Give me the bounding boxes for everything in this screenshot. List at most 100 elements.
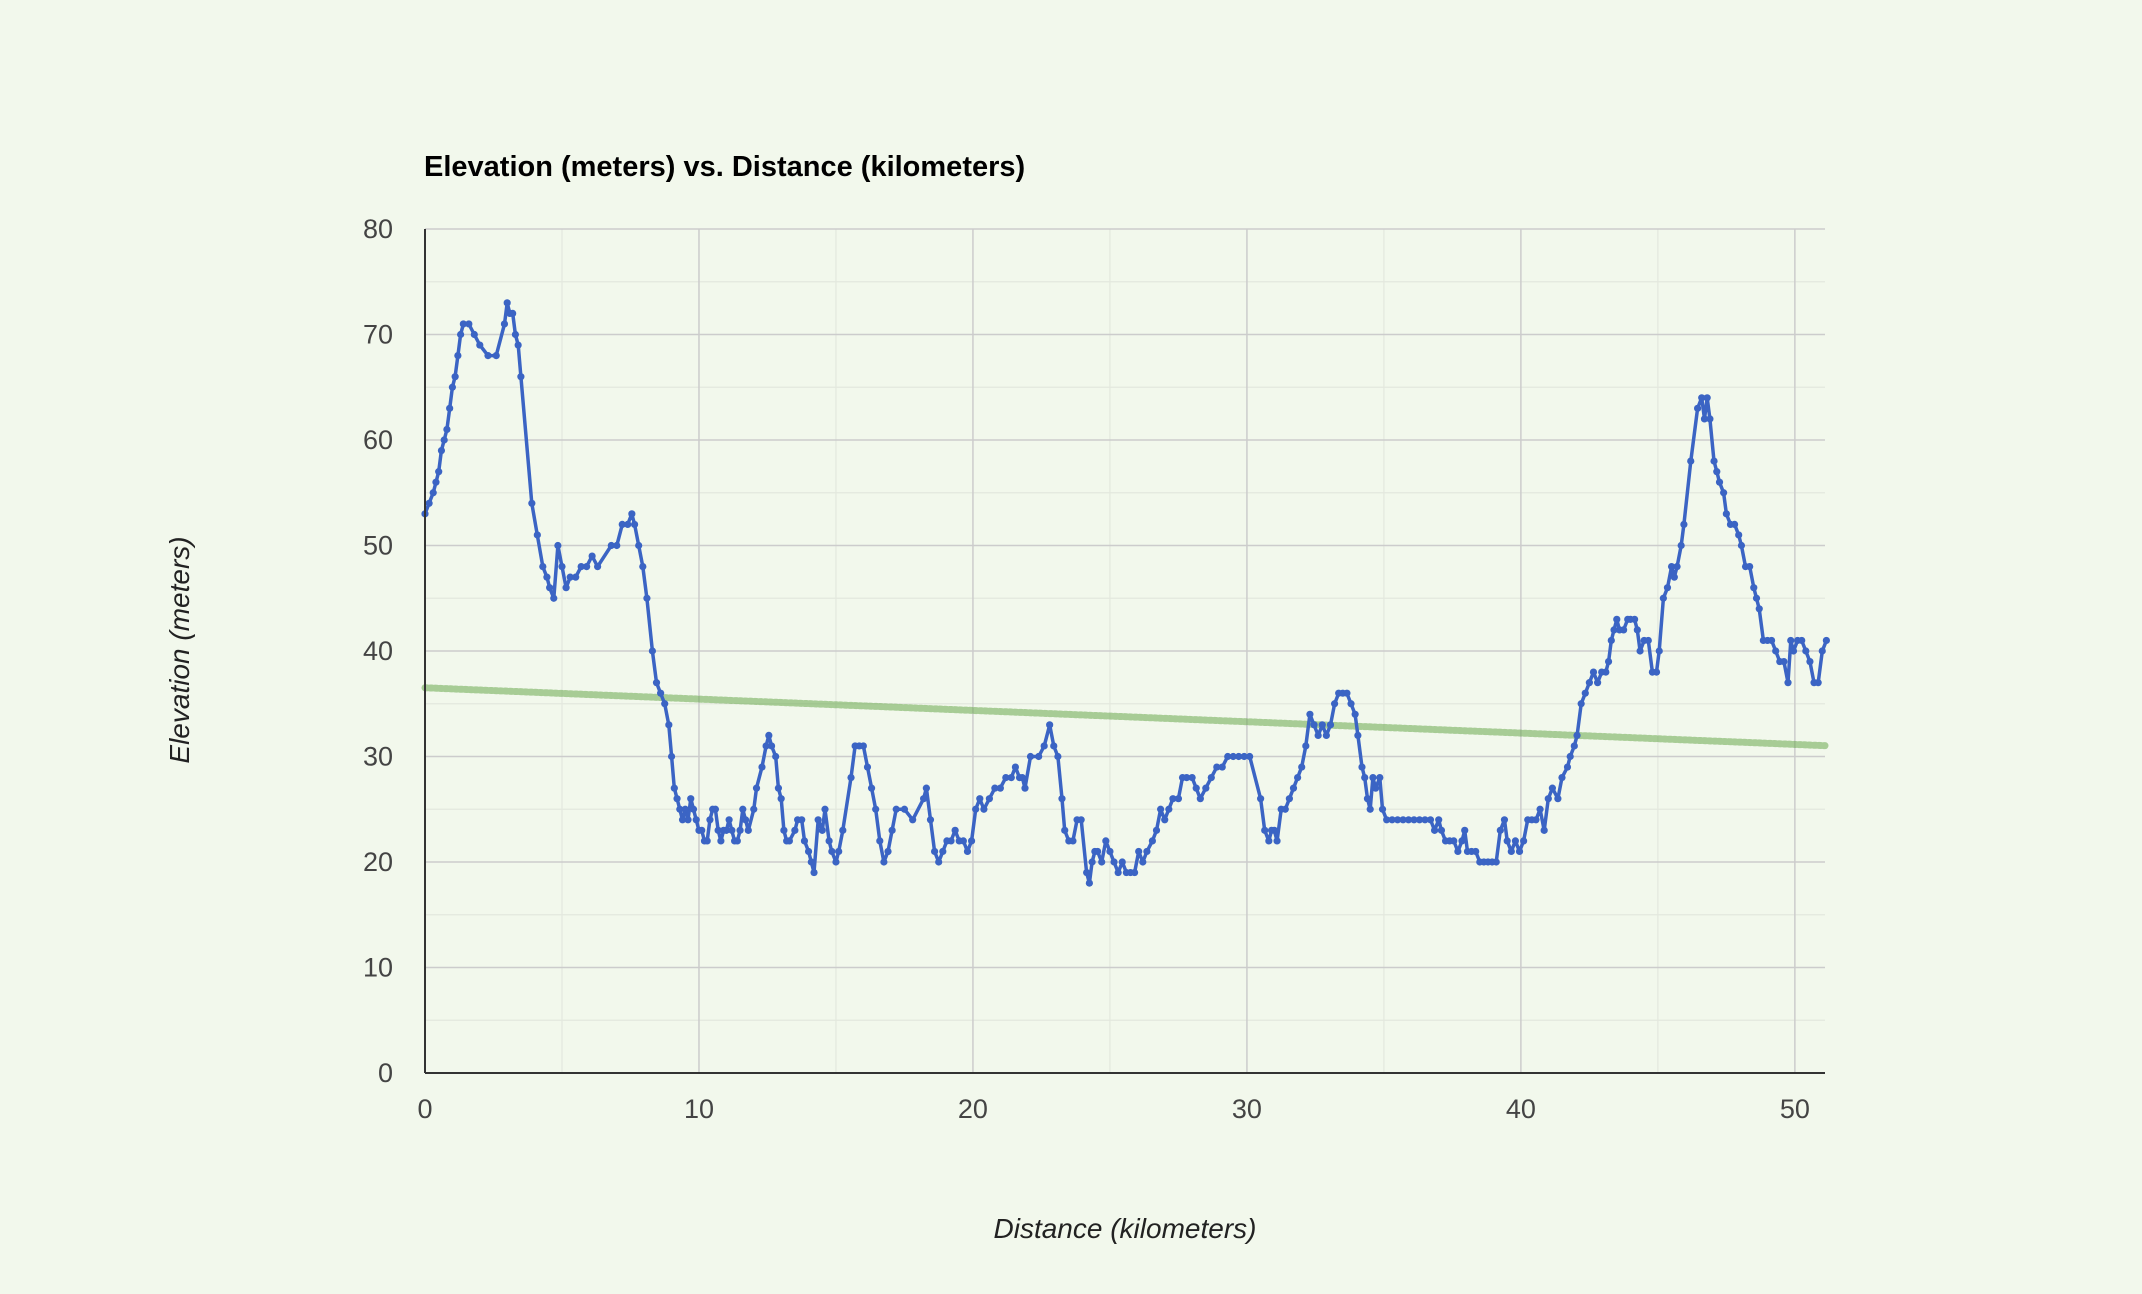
data-point: [1102, 837, 1110, 845]
data-point: [437, 446, 446, 455]
data-point: [1148, 837, 1156, 845]
data-point: [758, 763, 766, 771]
tick-labels: 0 10 20 30 40 50 60 70 80 0 10 20 30 40 50: [363, 214, 1810, 1124]
y-tick-label: 0: [378, 1058, 393, 1088]
data-point: [1450, 837, 1458, 845]
data-point: [1289, 784, 1298, 792]
chart-title: Elevation (meters) vs. Distance (kilomet…: [424, 151, 1025, 183]
data-point: [1343, 689, 1351, 697]
data-point: [1135, 847, 1143, 856]
data-point: [1644, 636, 1652, 645]
data-point: [744, 826, 752, 834]
data-point: [1607, 636, 1615, 645]
data-point: [500, 320, 509, 328]
data-point: [1694, 404, 1702, 412]
data-point: [725, 816, 733, 824]
data-point: [1532, 816, 1540, 824]
data-point: [991, 784, 999, 792]
data-point: [1404, 816, 1413, 824]
data-point: [835, 847, 843, 856]
data-point: [667, 752, 676, 761]
data-point: [703, 837, 711, 845]
data-point: [867, 784, 876, 792]
data-point: [684, 816, 692, 824]
data-point: [1818, 647, 1826, 655]
data-point: [1139, 858, 1147, 866]
data-point: [1554, 795, 1562, 803]
data-point: [1787, 636, 1795, 645]
data-point: [1077, 816, 1085, 824]
data-point: [681, 805, 689, 813]
data-point: [1294, 774, 1302, 782]
series-group: [421, 299, 1830, 887]
data-point: [618, 520, 626, 529]
data-point: [1713, 468, 1721, 476]
data-point: [643, 594, 651, 602]
x-axis-title: Distance (kilometers): [994, 1213, 1257, 1244]
data-point: [1659, 594, 1667, 602]
data-point: [1415, 816, 1424, 824]
data-point: [750, 805, 758, 813]
data-point: [692, 816, 700, 824]
data-point: [1358, 763, 1366, 771]
data-point: [457, 330, 465, 339]
data-point: [839, 826, 847, 834]
data-point: [1018, 774, 1026, 782]
y-tick-label: 50: [363, 531, 393, 561]
data-point: [832, 858, 840, 866]
data-point: [470, 330, 478, 339]
data-point: [454, 352, 462, 360]
data-point: [1040, 742, 1048, 750]
data-point: [1161, 816, 1169, 824]
data-point: [1633, 626, 1641, 634]
data-point: [777, 795, 785, 803]
data-point: [539, 563, 547, 571]
data-point: [1246, 752, 1254, 761]
data-point: [1570, 742, 1578, 750]
data-point: [1604, 657, 1613, 666]
data-point: [972, 805, 980, 813]
data-point: [1767, 636, 1776, 645]
data-point: [1369, 774, 1377, 782]
data-point: [1720, 489, 1728, 497]
data-point: [1354, 731, 1362, 740]
data-point: [1011, 763, 1020, 771]
data-point: [825, 837, 833, 845]
data-point: [1737, 541, 1746, 550]
data-point: [728, 826, 736, 834]
data-point: [1746, 563, 1754, 571]
data-point: [1670, 573, 1678, 581]
data-point: [1114, 868, 1122, 877]
data-point: [1492, 858, 1500, 866]
data-point: [1613, 615, 1621, 623]
data-point: [1069, 837, 1077, 845]
data-point: [1366, 805, 1374, 813]
data-point: [1511, 837, 1520, 845]
data-point: [1130, 868, 1139, 877]
data-point: [888, 826, 896, 834]
data-point: [807, 858, 815, 866]
data-point: [1700, 415, 1709, 423]
data-point: [1722, 510, 1730, 518]
data-point: [872, 805, 880, 813]
data-point: [1270, 826, 1278, 834]
data-point: [1298, 763, 1306, 771]
data-point: [1213, 763, 1221, 771]
data-point: [1046, 721, 1054, 729]
data-point: [821, 805, 829, 813]
data-point: [1302, 742, 1310, 750]
data-point: [1196, 795, 1204, 803]
data-point: [1054, 752, 1062, 761]
data-point: [1772, 647, 1780, 655]
data-point: [1347, 700, 1355, 708]
data-point: [533, 531, 541, 539]
data-point: [1680, 520, 1688, 529]
data-point: [1610, 626, 1618, 634]
y-tick-label: 20: [363, 847, 393, 877]
data-point: [1515, 847, 1524, 856]
data-point: [546, 584, 554, 592]
y-tick-label: 80: [363, 214, 393, 244]
data-point: [443, 425, 451, 434]
data-point: [1496, 826, 1504, 834]
